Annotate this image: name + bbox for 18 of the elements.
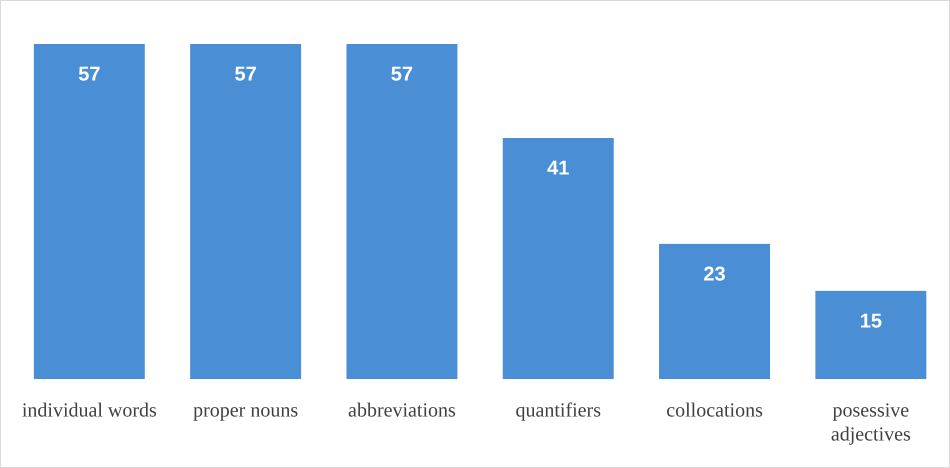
bar [659, 244, 770, 379]
x-tick-label: abbreviations [348, 399, 456, 422]
x-tick-label: proper nouns [193, 399, 298, 422]
bar [502, 138, 614, 379]
bar [190, 44, 302, 379]
bar [815, 290, 926, 379]
data-label: 57 [78, 64, 100, 86]
data-label: 15 [860, 310, 882, 332]
x-tick-label: quantifiers [515, 399, 602, 422]
data-label: 57 [234, 64, 257, 86]
x-tick-label: individual words [22, 399, 158, 422]
x-tick-label: collocations [666, 399, 764, 422]
bar [34, 44, 145, 379]
data-label: 57 [390, 64, 414, 86]
bar [346, 44, 458, 379]
x-tick-label: posessive adjectives [830, 399, 912, 446]
data-label: 41 [547, 158, 570, 180]
data-label: 23 [703, 263, 726, 286]
